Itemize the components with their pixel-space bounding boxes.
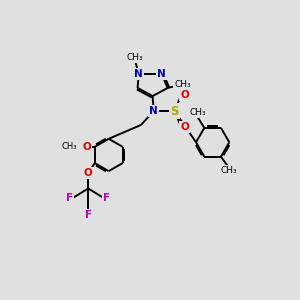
Text: CH₃: CH₃ [127, 53, 144, 62]
Text: F: F [103, 193, 110, 203]
Text: CH₃: CH₃ [174, 80, 191, 89]
Text: O: O [180, 90, 189, 100]
Text: O: O [82, 142, 91, 152]
Text: O: O [84, 168, 93, 178]
Text: N: N [149, 106, 158, 116]
Text: CH₃: CH₃ [62, 142, 77, 152]
Text: N: N [134, 69, 143, 79]
Text: N: N [158, 69, 166, 79]
Text: F: F [66, 193, 73, 203]
Text: F: F [85, 210, 92, 220]
Text: CH₃: CH₃ [189, 108, 206, 117]
Text: S: S [170, 105, 179, 118]
Text: O: O [180, 122, 189, 132]
Text: CH₃: CH₃ [221, 166, 237, 175]
